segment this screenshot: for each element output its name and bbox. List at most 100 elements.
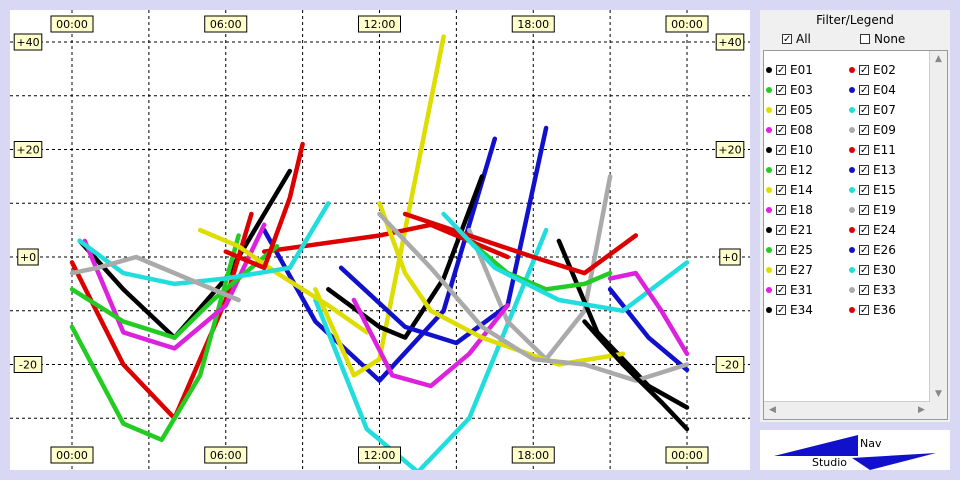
scroll-up-icon[interactable]: ▲ <box>935 54 942 64</box>
legend-color-dot <box>849 127 855 133</box>
legend-panel: Filter/Legend ✓ All None ▲ ▼ ◀ ▶ ✓ E01 ✓ E0… <box>760 10 950 422</box>
legend-item-label: E09 <box>873 123 896 137</box>
scroll-left-icon[interactable]: ◀ <box>769 405 776 415</box>
series-line-e12 <box>69 244 280 340</box>
y-tick-label-right: +20 <box>718 144 741 157</box>
legend-item-checkbox[interactable]: ✓ <box>859 265 869 276</box>
series-line-e02 <box>69 211 254 421</box>
legend-item-label: E18 <box>790 203 813 217</box>
legend-item-e26[interactable]: ✓ E26 <box>849 241 896 259</box>
legend-item-e08[interactable]: ✓ E08 <box>766 121 813 139</box>
x-tick-label-top: 00:00 <box>56 18 88 31</box>
legend-list[interactable]: ▲ ▼ ◀ ▶ ✓ E01 ✓ E02 ✓ E03 ✓ E04 ✓ E05 ✓ E07 ✓ E08 ✓ E09… <box>763 50 948 420</box>
legend-item-e34[interactable]: ✓ E34 <box>766 301 813 319</box>
legend-item-e18[interactable]: ✓ E18 <box>766 201 813 219</box>
series-line-e33 <box>377 211 690 383</box>
legend-item-e25[interactable]: ✓ E25 <box>766 241 813 259</box>
legend-item-checkbox[interactable]: ✓ <box>859 225 869 236</box>
y-tick-label-left-box <box>13 356 43 373</box>
legend-item-checkbox[interactable]: ✓ <box>859 185 869 196</box>
legend-item-e09[interactable]: ✓ E09 <box>849 121 896 139</box>
legend-item-e04[interactable]: ✓ E04 <box>849 81 896 99</box>
legend-item-e01[interactable]: ✓ E01 <box>766 61 813 79</box>
legend-item-checkbox[interactable]: ✓ <box>776 305 786 316</box>
series-line-e03 <box>69 233 241 443</box>
legend-item-label: E27 <box>790 263 813 277</box>
legend-item-e21[interactable]: ✓ E21 <box>766 221 813 239</box>
legend-color-dot <box>849 167 855 173</box>
select-all-label: All <box>796 32 811 46</box>
x-tick-label-top: 18:00 <box>517 18 549 31</box>
x-tick-label-top: 06:00 <box>210 18 242 31</box>
logo-right-wedge <box>852 453 936 470</box>
legend-item-e36[interactable]: ✓ E36 <box>849 301 896 319</box>
legend-item-e27[interactable]: ✓ E27 <box>766 261 813 279</box>
legend-item-e31[interactable]: ✓ E31 <box>766 281 813 299</box>
legend-item-e19[interactable]: ✓ E19 <box>849 201 896 219</box>
legend-item-e02[interactable]: ✓ E02 <box>849 61 896 79</box>
logo-graphic: Nav Studio <box>774 435 936 470</box>
legend-item-checkbox[interactable]: ✓ <box>776 245 786 256</box>
legend-item-checkbox[interactable]: ✓ <box>859 125 869 136</box>
legend-item-checkbox[interactable]: ✓ <box>776 285 786 296</box>
select-all-checkbox[interactable]: ✓ <box>782 34 792 45</box>
legend-item-checkbox[interactable]: ✓ <box>776 225 786 236</box>
scroll-down-icon[interactable]: ▼ <box>935 389 942 399</box>
legend-item-checkbox[interactable]: ✓ <box>859 105 869 116</box>
legend-item-checkbox[interactable]: ✓ <box>776 105 786 116</box>
legend-item-checkbox[interactable]: ✓ <box>776 265 786 276</box>
horizontal-scrollbar[interactable]: ◀ ▶ <box>764 401 930 419</box>
legend-item-checkbox[interactable]: ✓ <box>776 185 786 196</box>
legend-item-checkbox[interactable]: ✓ <box>776 145 786 156</box>
legend-color-dot <box>766 267 772 273</box>
legend-item-checkbox[interactable]: ✓ <box>859 205 869 216</box>
y-tick-label-right-box <box>715 33 745 51</box>
logo-bottom-text: Studio <box>812 456 847 469</box>
legend-item-checkbox[interactable]: ✓ <box>859 85 869 96</box>
legend-item-label: E26 <box>873 243 896 257</box>
legend-item-checkbox[interactable]: ✓ <box>859 245 869 256</box>
y-tick-label-right-box <box>719 248 741 266</box>
legend-item-checkbox[interactable]: ✓ <box>776 85 786 96</box>
legend-color-dot <box>766 127 772 133</box>
legend-item-checkbox[interactable]: ✓ <box>859 145 869 156</box>
legend-item-checkbox[interactable]: ✓ <box>859 65 869 76</box>
legend-item-checkbox[interactable]: ✓ <box>859 305 869 316</box>
legend-item-e14[interactable]: ✓ E14 <box>766 181 813 199</box>
legend-item-label: E24 <box>873 223 896 237</box>
legend-item-e12[interactable]: ✓ E12 <box>766 161 813 179</box>
legend-item-label: E30 <box>873 263 896 277</box>
legend-item-checkbox[interactable]: ✓ <box>776 65 786 76</box>
y-tick-label-left: +40 <box>16 36 39 49</box>
legend-item-checkbox[interactable]: ✓ <box>859 285 869 296</box>
legend-color-dot <box>849 187 855 193</box>
legend-item-checkbox[interactable]: ✓ <box>776 165 786 176</box>
legend-item-e24[interactable]: ✓ E24 <box>849 221 896 239</box>
legend-item-label: E25 <box>790 243 813 257</box>
legend-item-e30[interactable]: ✓ E30 <box>849 261 896 279</box>
series-line-e19 <box>69 254 241 303</box>
legend-item-label: E05 <box>790 103 813 117</box>
scroll-right-icon[interactable]: ▶ <box>918 405 925 415</box>
legend-item-e10[interactable]: ✓ E10 <box>766 141 813 159</box>
series-line-e15 <box>77 201 331 287</box>
legend-item-e11[interactable]: ✓ E11 <box>849 141 896 159</box>
legend-item-e33[interactable]: ✓ E33 <box>849 281 896 299</box>
legend-item-e15[interactable]: ✓ E15 <box>849 181 896 199</box>
select-none-toggle[interactable]: None <box>860 32 905 46</box>
legend-title: Filter/Legend <box>816 13 894 27</box>
legend-item-e05[interactable]: ✓ E05 <box>766 101 813 119</box>
legend-color-dot <box>766 147 772 153</box>
vertical-scrollbar[interactable]: ▲ ▼ <box>929 51 947 419</box>
legend-color-dot <box>849 67 855 73</box>
legend-item-checkbox[interactable]: ✓ <box>776 125 786 136</box>
select-all-toggle[interactable]: ✓ All <box>782 32 811 46</box>
legend-color-dot <box>766 107 772 113</box>
select-none-checkbox[interactable] <box>860 34 870 44</box>
legend-item-e03[interactable]: ✓ E03 <box>766 81 813 99</box>
legend-item-e07[interactable]: ✓ E07 <box>849 101 896 119</box>
legend-color-dot <box>766 187 772 193</box>
legend-item-checkbox[interactable]: ✓ <box>776 205 786 216</box>
legend-item-e13[interactable]: ✓ E13 <box>849 161 896 179</box>
legend-item-checkbox[interactable]: ✓ <box>859 165 869 176</box>
